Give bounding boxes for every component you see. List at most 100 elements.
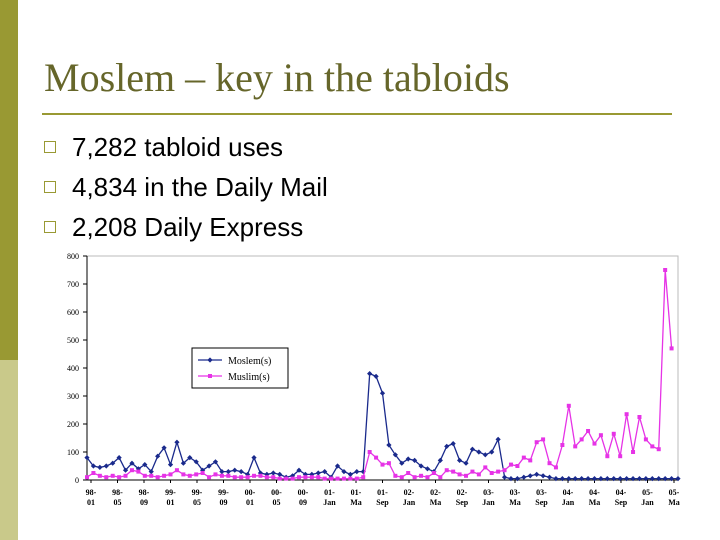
data-point	[650, 444, 655, 449]
data-point	[451, 469, 456, 474]
data-point	[546, 474, 553, 480]
data-point	[136, 469, 141, 474]
data-point	[252, 473, 257, 478]
plot-area	[86, 255, 679, 481]
data-point	[245, 475, 250, 480]
data-point	[206, 463, 212, 469]
data-point	[374, 455, 379, 460]
x-tick-label: Jan	[562, 498, 575, 507]
data-point	[469, 446, 476, 452]
legend-marker	[208, 374, 212, 378]
data-point	[618, 454, 623, 459]
x-tick-label: 98-	[86, 488, 97, 497]
data-point	[341, 476, 346, 481]
data-point	[123, 473, 128, 478]
x-tick-label: 09	[299, 498, 307, 507]
data-point	[200, 471, 205, 475]
data-point	[560, 443, 565, 447]
data-point	[444, 468, 449, 473]
data-point	[476, 449, 482, 455]
x-tick-label: 03-	[510, 488, 521, 497]
y-tick-label: 600	[67, 308, 79, 317]
data-point	[162, 473, 167, 478]
x-tick-label: 98-	[112, 488, 123, 497]
data-point	[502, 468, 507, 473]
data-point	[586, 429, 591, 433]
data-point	[386, 461, 391, 466]
data-point	[104, 475, 109, 480]
x-tick-label: Ma	[589, 498, 601, 507]
title-underline	[42, 113, 672, 115]
data-point	[553, 465, 558, 470]
data-point	[464, 473, 469, 478]
data-point	[207, 475, 212, 480]
data-point	[669, 346, 674, 351]
data-point	[290, 476, 295, 481]
x-tick-label: Ma	[668, 498, 680, 507]
x-tick-label: 01	[246, 498, 254, 507]
data-point	[424, 466, 431, 472]
data-point	[399, 475, 404, 480]
x-tick-label: 01	[87, 498, 95, 507]
bullet-item: 2,208 Daily Express	[44, 212, 328, 252]
data-point	[194, 472, 199, 477]
data-point	[155, 475, 160, 480]
data-point	[573, 444, 578, 449]
data-point	[174, 439, 180, 445]
x-tick-label: Sep	[456, 498, 469, 507]
bullet-square-icon	[44, 141, 56, 153]
data-point	[354, 469, 360, 475]
x-tick-label: 05	[114, 498, 122, 507]
data-point	[335, 476, 340, 481]
data-point	[155, 453, 161, 459]
x-tick-label: Jan	[403, 498, 416, 507]
x-tick-label: 01	[167, 498, 175, 507]
data-point	[579, 437, 584, 442]
data-point	[348, 476, 353, 481]
x-tick-label: Ma	[509, 498, 521, 507]
data-point	[380, 462, 385, 467]
data-point	[373, 373, 379, 379]
x-tick-label: 04-	[616, 488, 627, 497]
x-tick-label: 05-	[669, 488, 680, 497]
data-point	[521, 474, 527, 480]
x-tick-label: 09	[140, 498, 148, 507]
data-point	[405, 456, 411, 462]
data-point	[258, 473, 263, 478]
data-point	[284, 476, 289, 481]
data-point	[271, 475, 276, 480]
data-point	[232, 475, 237, 480]
data-point	[181, 472, 186, 477]
y-tick-label: 0	[75, 476, 79, 485]
data-point	[482, 452, 488, 458]
data-point	[193, 459, 199, 465]
data-point	[437, 457, 443, 463]
x-tick-label: 99-	[165, 488, 176, 497]
x-tick-label: 01-	[324, 488, 335, 497]
data-point	[303, 475, 308, 480]
data-point	[270, 470, 276, 476]
data-point	[103, 463, 109, 469]
data-point	[97, 473, 102, 478]
x-tick-label: 00-	[245, 488, 256, 497]
x-tick-label: Sep	[615, 498, 628, 507]
data-point	[309, 475, 314, 480]
data-point	[367, 450, 372, 454]
data-point	[85, 475, 89, 480]
data-point	[637, 415, 642, 419]
data-point	[329, 476, 334, 481]
x-tick-label: Ma	[430, 498, 442, 507]
data-point	[187, 473, 192, 478]
slide-title: Moslem – key in the tabloids	[44, 55, 510, 100]
data-point	[527, 473, 533, 479]
x-tick-label: Sep	[376, 498, 389, 507]
data-point	[142, 462, 148, 468]
data-point	[354, 476, 359, 481]
data-point	[515, 464, 520, 468]
x-tick-label: 00-	[271, 488, 282, 497]
data-point	[135, 466, 141, 472]
data-point	[425, 475, 430, 480]
x-tick-label: Sep	[535, 498, 548, 507]
bullet-list: 7,282 tabloid uses 4,834 in the Daily Ma…	[44, 132, 328, 252]
data-point	[476, 472, 481, 477]
